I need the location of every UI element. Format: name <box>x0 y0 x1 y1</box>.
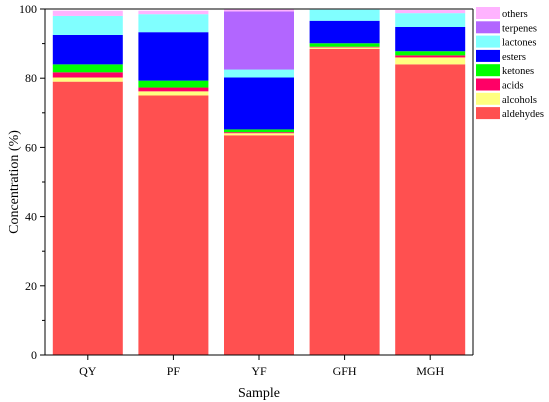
legend-swatch-alcohols <box>476 92 500 105</box>
legend-swatch-others <box>476 7 500 19</box>
bar-segment-qy-esters <box>52 34 123 65</box>
bar-segment-mgh-aldehydes <box>395 64 466 356</box>
bar-segment-pf-esters <box>138 32 209 81</box>
bar-segment-mgh-lactones <box>395 13 466 27</box>
bar-segment-pf-lactones <box>138 14 209 33</box>
bar-segment-pf-aldehydes <box>138 95 209 355</box>
bar-segment-gfh-alcohols <box>309 47 380 49</box>
bar-segment-yf-esters <box>224 77 294 130</box>
legend-label-esters: esters <box>502 52 526 63</box>
x-axis-label: Sample <box>238 386 280 401</box>
legend-label-alcohols: alcohols <box>502 95 537 106</box>
bar-segment-qy-others <box>52 10 123 16</box>
legend-label-terpenes: terpenes <box>502 23 537 34</box>
legend-label-ketones: ketones <box>502 66 534 77</box>
bar-segment-qy-aldehydes <box>52 81 123 355</box>
bar-segment-gfh-aldehydes <box>309 48 380 355</box>
bar-segment-qy-alcohols <box>52 77 123 82</box>
legend-label-aldehydes: aldehydes <box>502 109 544 120</box>
y-tick-label-60: 60 <box>25 140 37 154</box>
legend-label-lactones: lactones <box>502 38 536 49</box>
bar-segment-yf-acids <box>224 132 294 134</box>
bar-segment-yf-lactones <box>224 69 294 78</box>
bar-segment-pf-alcohols <box>138 91 209 96</box>
legend-swatch-acids <box>476 78 500 91</box>
x-tick-label-qy: QY <box>79 364 97 378</box>
bar-segment-qy-lactones <box>52 15 123 35</box>
y-axis-label: Concentration (%) <box>7 130 22 234</box>
legend: others terpenes lactones esters ketones acids… <box>476 7 544 120</box>
legend-label-others: others <box>502 9 528 20</box>
legend-swatch-terpenes <box>476 21 500 34</box>
y-tick-label-100: 100 <box>19 2 37 16</box>
bar-segment-yf-ketones <box>224 129 294 133</box>
legend-swatch-ketones <box>476 64 500 77</box>
bar-segment-gfh-acids <box>309 46 380 48</box>
bar-segment-yf-alcohols <box>224 133 294 136</box>
x-tick-label-gfh: GFH <box>333 364 357 378</box>
bar-segment-mgh-esters <box>395 26 466 52</box>
bar-segment-yf-others <box>224 9 294 12</box>
bar-segment-yf-aldehydes <box>224 135 294 355</box>
bar-segment-pf-ketones <box>138 80 209 88</box>
bar-segment-gfh-lactones <box>309 9 380 21</box>
bar-segment-pf-acids <box>138 87 209 92</box>
legend-label-acids: acids <box>502 81 524 92</box>
legend-swatch-lactones <box>476 35 500 48</box>
y-tick-label-20: 20 <box>25 279 37 293</box>
y-tick-label-40: 40 <box>25 210 37 224</box>
y-tick-label-0: 0 <box>31 348 37 362</box>
bar-segment-yf-terpenes <box>224 11 294 70</box>
bar-segment-mgh-alcohols <box>395 57 466 65</box>
bar-segment-qy-ketones <box>52 64 123 73</box>
y-tick-label-80: 80 <box>25 71 37 85</box>
legend-swatch-esters <box>476 49 500 62</box>
x-tick-label-mgh: MGH <box>416 364 444 378</box>
x-tick-label-yf: YF <box>251 364 267 378</box>
x-tick-label-pf: PF <box>167 364 181 378</box>
bar-segment-mgh-ketones <box>395 51 466 56</box>
legend-swatch-aldehydes <box>476 107 500 120</box>
bar-segment-pf-others <box>138 10 209 15</box>
bar-segment-gfh-ketones <box>309 43 380 47</box>
bar-segment-qy-acids <box>52 72 123 78</box>
bars-layer <box>52 9 466 356</box>
bar-segment-mgh-acids <box>395 55 466 58</box>
bar-segment-gfh-esters <box>309 20 380 44</box>
bar-segment-mgh-others <box>395 10 466 14</box>
axes-layer: 0 20 40 60 80 100 QY PF YF GFH MGH <box>19 2 474 378</box>
